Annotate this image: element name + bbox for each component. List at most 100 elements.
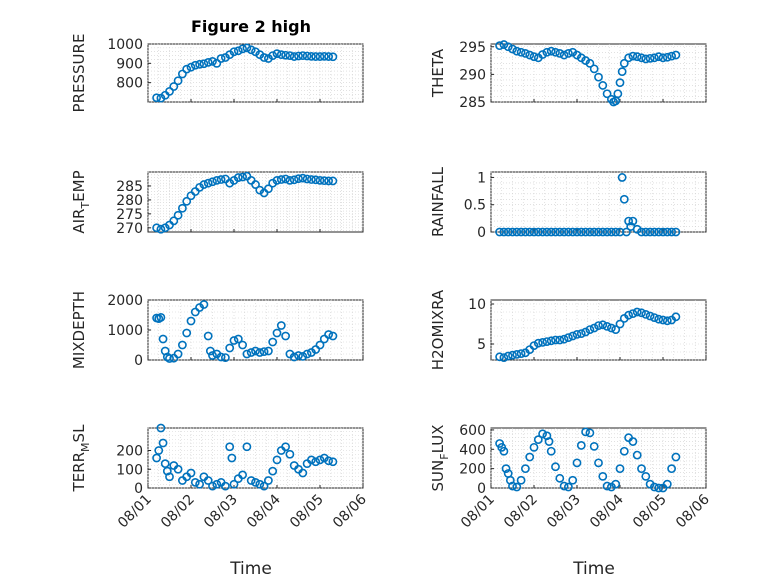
data-point — [298, 51, 308, 60]
data-point — [525, 452, 535, 462]
data-point — [268, 51, 278, 60]
x-tick-label: 08/01 — [115, 492, 155, 532]
data-point — [533, 338, 543, 348]
data-point — [628, 51, 638, 61]
data-point — [306, 51, 316, 61]
data-point — [658, 227, 668, 237]
data-point — [302, 349, 312, 359]
y-tick-label: 400 — [459, 442, 486, 458]
y-axis-label-main: H2OMIXRA — [429, 289, 447, 370]
data-point — [227, 453, 237, 463]
data-point — [212, 479, 222, 489]
data-point — [220, 481, 230, 491]
data-point — [208, 177, 217, 187]
data-point — [328, 457, 338, 467]
data-point — [568, 227, 578, 237]
data-point — [319, 51, 329, 61]
data-point — [607, 323, 616, 333]
data-point — [242, 442, 252, 452]
data-point — [259, 347, 269, 356]
data-point — [667, 227, 676, 237]
data-point — [238, 172, 247, 182]
subplot-4: 0 0.5 1 RAINFALL — [429, 166, 707, 241]
data-point — [495, 227, 504, 237]
data-point — [289, 52, 299, 61]
data-point — [529, 52, 539, 62]
y-tick-label: 100 — [116, 462, 143, 478]
data-point — [611, 479, 621, 489]
data-point — [501, 464, 511, 474]
data-point — [276, 50, 286, 60]
y-axis-label: SUNFLUX — [429, 425, 451, 492]
data-point — [589, 227, 599, 237]
data-point — [276, 175, 286, 184]
x-tick-label: 08/01 — [458, 492, 498, 532]
y-axis-label-main: TERR — [70, 452, 88, 493]
data-point — [645, 53, 655, 63]
data-point — [328, 176, 338, 186]
data-point — [177, 340, 187, 350]
data-point — [199, 59, 209, 69]
data-point — [208, 351, 217, 360]
data-point — [212, 175, 222, 185]
data-point — [508, 227, 517, 237]
data-point — [182, 64, 192, 74]
data-point — [521, 464, 530, 474]
data-point — [516, 475, 526, 485]
data-point — [173, 76, 183, 86]
data-point — [564, 333, 573, 342]
y-axis-label: TERRMSL — [70, 424, 92, 493]
data-point — [568, 331, 578, 341]
data-point — [315, 455, 325, 465]
data-point — [311, 175, 321, 185]
data-point — [263, 346, 273, 356]
data-point — [302, 51, 312, 61]
y-tick-label: 800 — [116, 76, 143, 92]
data-point — [581, 227, 590, 237]
subplot-6: 5 10 H2OMIXRA — [429, 289, 707, 370]
data-point — [233, 173, 243, 182]
data-point — [637, 53, 646, 63]
data-point — [233, 334, 243, 344]
data-point — [246, 45, 256, 55]
data-point — [594, 321, 603, 330]
y-axis-label-main: RAINFALL — [429, 166, 447, 237]
x-axis-label-right: Time — [572, 559, 615, 579]
data-point — [538, 429, 547, 439]
data-point — [186, 62, 196, 72]
data-point — [173, 349, 183, 359]
data-point — [525, 227, 535, 237]
y-axis-label-main: MIXDEPTH — [70, 291, 88, 369]
data-point — [242, 349, 252, 359]
data-point — [246, 348, 256, 357]
y-tick-label: 0 — [134, 353, 143, 369]
data-point — [585, 227, 595, 237]
data-point — [199, 300, 209, 309]
y-axis-label-rest: LUX — [429, 425, 447, 454]
data-point — [328, 331, 338, 341]
x-tick-label: 08/06 — [673, 491, 713, 531]
data-point — [598, 81, 608, 90]
data-point — [671, 312, 681, 322]
data-point — [564, 48, 573, 58]
plot-area — [147, 43, 364, 103]
x-axis-label-left: Time — [229, 559, 272, 579]
data-point — [521, 227, 530, 237]
data-point — [158, 334, 168, 344]
data-point — [602, 227, 612, 237]
data-point — [559, 50, 569, 60]
data-point — [654, 314, 664, 324]
y-axis-label-main: SUN — [429, 460, 447, 492]
data-point — [622, 227, 631, 237]
data-point — [328, 52, 338, 62]
data-point — [602, 481, 612, 491]
data-point — [165, 86, 174, 96]
data-point — [165, 472, 174, 482]
data-point — [255, 348, 265, 357]
y-tick-label: 1 — [477, 170, 486, 186]
y-tick-label: 275 — [116, 207, 143, 223]
y-axis-label: AIRTEMP — [70, 170, 92, 233]
